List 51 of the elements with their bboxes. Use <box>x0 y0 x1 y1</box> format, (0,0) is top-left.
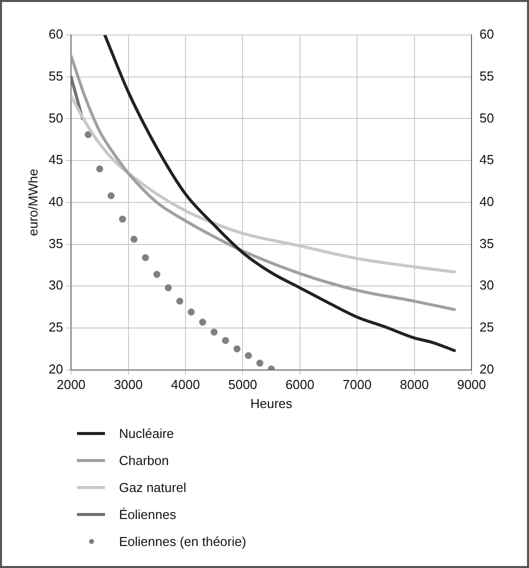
y2-tick-label: 50 <box>480 110 494 126</box>
y-tick-label: 50 <box>48 110 64 126</box>
x-tick-label: 4000 <box>171 377 200 392</box>
point <box>176 298 184 305</box>
line-series <box>103 35 456 352</box>
point <box>256 360 264 367</box>
point <box>130 236 138 243</box>
x-tick-label: 9000 <box>457 377 486 392</box>
y-tick-label: 40 <box>48 194 64 209</box>
y2-tick-label: 30 <box>480 278 494 293</box>
y2-tick-label: 55 <box>480 68 494 84</box>
x-tick-label: 5000 <box>228 377 258 392</box>
point <box>164 284 172 292</box>
y2-tick-label: 25 <box>480 320 494 335</box>
x-tick-label: 2000 <box>56 377 86 392</box>
point <box>188 308 195 316</box>
y2-tick-label: 40 <box>480 194 494 209</box>
y2-tick-label: 45 <box>480 152 494 168</box>
point <box>142 254 149 262</box>
point <box>108 192 115 200</box>
y-tick-label: 45 <box>48 152 64 168</box>
y2-tick-label: 20 <box>480 361 494 376</box>
y-axis-title: euro/MWhe <box>25 168 40 236</box>
legend-label: Gaz naturel <box>119 480 186 495</box>
point <box>84 131 92 138</box>
x-axis-title: Heures <box>250 396 293 411</box>
point <box>199 318 206 326</box>
point <box>153 270 160 278</box>
y-tick-label: 20 <box>48 361 64 376</box>
x-tick-label: 3000 <box>114 377 143 392</box>
x-tick-label: 7000 <box>342 377 372 392</box>
y-tick-label: 30 <box>48 278 64 293</box>
point <box>244 352 252 360</box>
legend-label: Nucléaire <box>119 426 174 441</box>
y-tick-label: 25 <box>48 320 64 335</box>
point <box>119 216 126 223</box>
point <box>210 328 218 336</box>
point <box>222 337 230 344</box>
y-tick-label: 35 <box>48 236 64 251</box>
point <box>96 165 104 172</box>
y2-tick-label: 35 <box>480 236 494 251</box>
y-tick-label: 55 <box>48 68 64 84</box>
point <box>233 345 240 352</box>
line-series <box>71 54 456 312</box>
y-tick-label: 60 <box>48 26 64 42</box>
legend-label: Charbon <box>119 453 169 468</box>
x-tick-label: 8000 <box>400 377 429 392</box>
y2-tick-label: 60 <box>480 26 494 42</box>
legend-label: Eoliennes (en théorie) <box>119 534 246 549</box>
legend-label: Éoliennes <box>119 507 176 522</box>
x-tick-label: 6000 <box>285 377 314 392</box>
